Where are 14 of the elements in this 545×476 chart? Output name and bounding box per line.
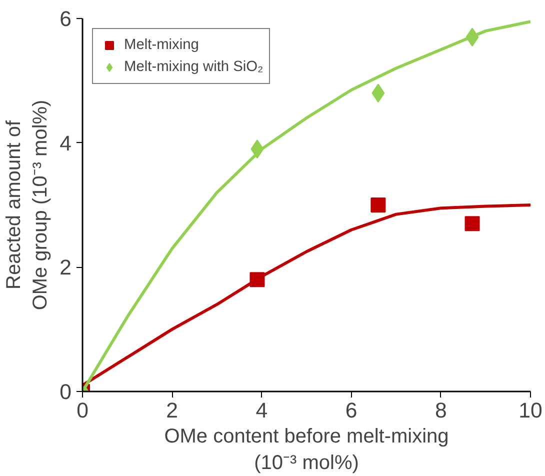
x-tick-label: 10 — [518, 398, 542, 422]
y-tick-label: 4 — [60, 131, 72, 156]
y-tick-label: 6 — [60, 7, 72, 31]
x-tick-label: 4 — [256, 398, 268, 422]
x-tick-label: 0 — [76, 398, 89, 422]
y-axis-title: Reacted amount of OMe group (10⁻³ mol%) — [3, 100, 52, 310]
x-tick-label: 6 — [345, 398, 358, 422]
x-tick-label: 8 — [434, 398, 447, 422]
legend-label: Melt-mixing with SiO₂ — [124, 59, 264, 75]
y-tick-label: 2 — [60, 256, 72, 280]
x-axis-title: OMe content before melt-mixing (10⁻³ mol%) — [164, 426, 449, 474]
y-tick-label: 0 — [60, 380, 72, 404]
x-tick-label: 2 — [166, 398, 178, 422]
legend-label: Melt-mixing — [124, 37, 199, 53]
